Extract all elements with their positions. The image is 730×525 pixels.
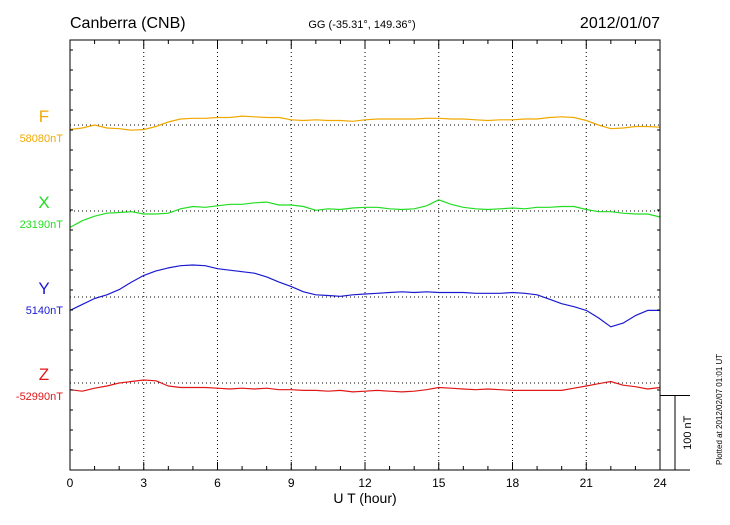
coordinates-label: GG (-35.31°, 149.36°) (308, 19, 415, 31)
scale-bar: 100 nT (660, 395, 694, 471)
series-baseline-label-z: -52990nT (16, 391, 63, 403)
series-name-y: Y (38, 279, 49, 298)
series-baseline-label-y: 5140nT (26, 305, 64, 317)
x-tick-label-6: 6 (214, 476, 221, 490)
x-axis-title: U T (hour) (333, 490, 396, 506)
series-labels: F 58080nT X 23190nT Y 5140nT Z -52990nT (16, 107, 63, 403)
x-tick-label-24: 24 (653, 476, 667, 490)
series-line-x (69, 199, 661, 228)
date-label: 2012/01/07 (580, 15, 660, 32)
x-tick-label-12: 12 (358, 476, 372, 490)
grid-lines (70, 40, 660, 470)
series-line-y (69, 264, 660, 328)
x-tick-label-0: 0 (67, 476, 74, 490)
series-name-x: X (38, 193, 49, 212)
series-lines (69, 115, 661, 393)
series-line-f (69, 115, 661, 131)
x-tick-label-3: 3 (140, 476, 147, 490)
series-baseline-label-f: 58080nT (20, 133, 64, 145)
x-tick-label-21: 21 (580, 476, 594, 490)
series-name-f: F (39, 107, 49, 126)
series-name-z: Z (39, 365, 49, 384)
station-title: Canberra (CNB) (70, 15, 186, 32)
x-tick-label-9: 9 (288, 476, 295, 490)
plotted-timestamp: Plotted at 2012/02/07 01:01 UT (715, 354, 724, 465)
series-baseline-label-x: 23190nT (20, 219, 64, 231)
x-tick-label-18: 18 (506, 476, 520, 490)
scale-bar-label: 100 nT (682, 415, 694, 450)
series-line-z (69, 379, 661, 393)
axis-ticks: 0 3 6 9 12 15 18 21 24 (67, 40, 667, 490)
x-tick-label-15: 15 (432, 476, 446, 490)
